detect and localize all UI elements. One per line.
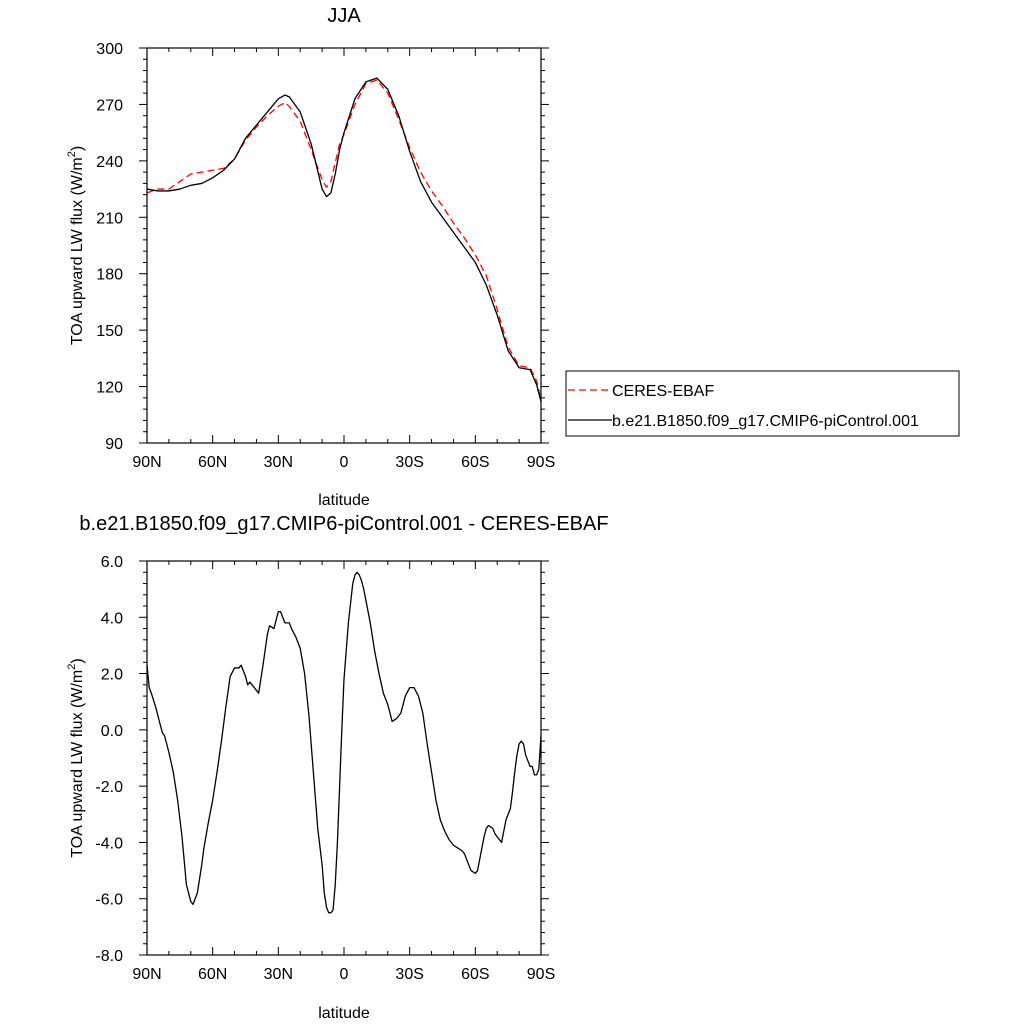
- top-plot-frame: [146, 47, 542, 444]
- top-series-line-1: [146, 77, 542, 402]
- x-tick-label: 30S: [395, 454, 423, 471]
- y-label-end: ): [69, 658, 86, 663]
- x-tick-label: 30N: [264, 454, 293, 471]
- legend-box: [565, 370, 960, 437]
- bottom-series-lines: [146, 571, 542, 914]
- y-tick-label: 6.0: [101, 554, 123, 571]
- x-tick-label: 90N: [132, 966, 161, 983]
- legend: CERES-EBAF b.e21.B1850.f09_g17.CMIP6-piC…: [565, 370, 960, 437]
- top-axis-ticks: 90N 60N 30N 0 30S 60S 90S 90 120 150 180 210 240 270 3…: [96, 41, 555, 471]
- bottom-plot: b.e21.B1850.f09_g17.CMIP6-piControl.001 …: [66, 513, 609, 1022]
- y-tick-label: -2.0: [95, 779, 123, 796]
- y-tick-label: 180: [96, 267, 123, 284]
- bottom-axis-ticks: 90N 60N 30N 0 30S 60S 90S -8.0 -6.0 -4.0 -2.0 0.0 2.…: [95, 554, 555, 983]
- legend-label-ceres: CERES-EBAF: [612, 383, 714, 400]
- x-tick-label: 60S: [461, 966, 489, 983]
- bottom-plot-frame: [146, 560, 542, 956]
- bottom-x-axis-label: latitude: [318, 1005, 370, 1022]
- x-tick-label: 0: [340, 454, 349, 471]
- bottom-series-line-0: [146, 571, 542, 914]
- x-tick-label: 0: [340, 966, 349, 983]
- y-label-superscript: 2: [66, 664, 78, 670]
- y-tick-label: 4.0: [101, 610, 123, 627]
- y-tick-label: -4.0: [95, 835, 123, 852]
- y-tick-label: 150: [96, 323, 123, 340]
- top-plot: JJA 90N 60N 30N 0 30S 60S 90S 90 120 150 180 210 240…: [66, 5, 555, 509]
- y-tick-label: 2.0: [101, 667, 123, 684]
- y-label-main: TOA upward LW flux (W/m: [69, 157, 86, 345]
- x-tick-label: 90S: [527, 966, 555, 983]
- bottom-chart-title: b.e21.B1850.f09_g17.CMIP6-piControl.001 …: [79, 513, 608, 535]
- x-tick-label: 90N: [132, 454, 161, 471]
- x-tick-label: 60N: [198, 966, 227, 983]
- bottom-y-axis-label: TOA upward LW flux (W/m2): [66, 658, 86, 857]
- y-tick-label: 240: [96, 154, 123, 171]
- y-label-superscript: 2: [66, 151, 78, 157]
- y-tick-label: 270: [96, 97, 123, 114]
- top-chart-title: JJA: [327, 5, 361, 27]
- y-label-end: ): [69, 146, 86, 151]
- top-series-line-0: [146, 79, 542, 400]
- y-tick-label: 300: [96, 41, 123, 58]
- y-tick-label: -6.0: [95, 892, 123, 909]
- legend-label-model: b.e21.B1850.f09_g17.CMIP6-piControl.001: [612, 413, 919, 430]
- top-series-lines: [146, 77, 542, 402]
- y-tick-label: 0.0: [101, 723, 123, 740]
- y-tick-label: 120: [96, 380, 123, 397]
- x-tick-label: 90S: [527, 454, 555, 471]
- x-tick-label: 60N: [198, 454, 227, 471]
- top-y-axis-label: TOA upward LW flux (W/m2): [66, 146, 86, 345]
- y-tick-label: 210: [96, 210, 123, 227]
- y-label-main: TOA upward LW flux (W/m: [69, 670, 86, 858]
- top-x-axis-label: latitude: [318, 492, 370, 509]
- y-tick-label: -8.0: [95, 948, 123, 965]
- y-tick-label: 90: [105, 436, 123, 453]
- x-tick-label: 60S: [461, 454, 489, 471]
- x-tick-label: 30S: [395, 966, 423, 983]
- x-tick-label: 30N: [264, 966, 293, 983]
